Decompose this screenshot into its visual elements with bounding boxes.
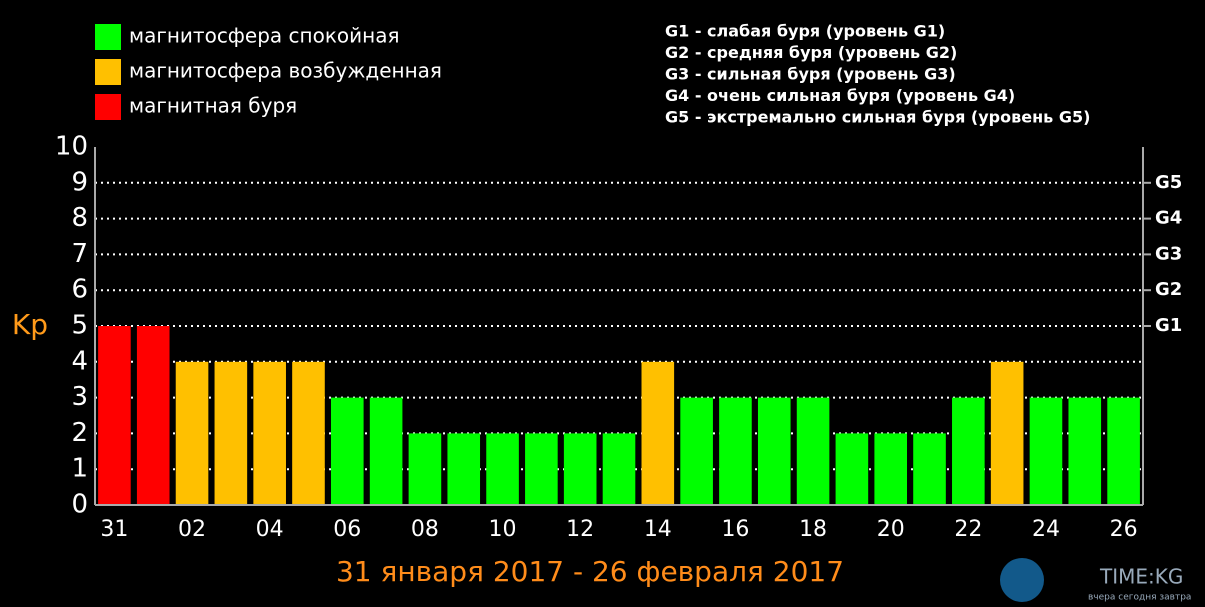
scale-note: G2 - средняя буря (уровень G2)	[665, 43, 957, 62]
bar	[641, 361, 675, 505]
bar	[525, 433, 558, 505]
legend-swatch	[95, 24, 121, 50]
watermark-brand: TIME:KG	[1099, 565, 1183, 589]
bar	[330, 397, 364, 505]
bar	[952, 397, 985, 505]
bar	[369, 397, 403, 505]
bar	[796, 397, 830, 505]
bar	[486, 433, 519, 505]
x-tick-label: 10	[489, 517, 517, 542]
legend-swatch	[95, 59, 121, 85]
x-tick-label: 31	[100, 517, 128, 542]
bar	[913, 433, 946, 505]
bar	[98, 326, 131, 505]
y-tick-label: 10	[55, 132, 88, 162]
x-tick-label: 26	[1110, 517, 1138, 542]
bar	[1068, 397, 1102, 505]
y-tick-label: 7	[71, 239, 88, 269]
y-tick-label: 0	[71, 490, 88, 520]
legend-label: магнитосфера возбужденная	[129, 59, 442, 83]
y-tick-label: 3	[71, 382, 88, 412]
x-tick-label: 24	[1032, 517, 1060, 542]
bar	[253, 361, 286, 505]
y-tick-label: 4	[71, 346, 88, 376]
x-tick-label: 16	[721, 517, 749, 542]
bar	[447, 433, 481, 505]
x-tick-label: 02	[178, 517, 206, 542]
x-tick-label: 08	[411, 517, 439, 542]
bar	[719, 397, 752, 505]
watermark-logo	[1000, 558, 1044, 602]
x-tick-label: 06	[333, 517, 361, 542]
bar	[835, 433, 869, 505]
x-tick-label: 20	[877, 517, 905, 542]
bar	[292, 361, 325, 505]
y2-tick-label: G4	[1155, 208, 1182, 229]
y-tick-label: 1	[71, 454, 88, 484]
bar	[1029, 397, 1063, 505]
bar	[602, 433, 636, 505]
watermark-slogan: вчера сегодня завтра	[1088, 593, 1191, 603]
bar	[136, 326, 170, 505]
legend-label: магнитосфера спокойная	[129, 24, 400, 48]
y-axis-label: Kp	[12, 308, 48, 341]
bar	[214, 361, 248, 505]
scale-note: G1 - слабая буря (уровень G1)	[665, 22, 945, 41]
bar	[1107, 397, 1140, 505]
y-tick-label: 2	[71, 418, 88, 448]
y-tick-label: 9	[71, 167, 88, 197]
legend-label: магнитная буря	[129, 94, 297, 118]
y2-tick-label: G3	[1155, 243, 1182, 264]
y-tick-label: 6	[71, 275, 88, 305]
bar	[175, 361, 209, 505]
legend-swatch	[95, 94, 121, 120]
x-tick-label: 12	[566, 517, 594, 542]
scale-note: G3 - сильная буря (уровень G3)	[665, 65, 956, 84]
y2-tick-label: G1	[1155, 315, 1182, 336]
x-tick-label: 14	[644, 517, 672, 542]
bar	[757, 397, 791, 505]
scale-note: G5 - экстремально сильная буря (уровень …	[665, 108, 1090, 127]
x-tick-label: 04	[256, 517, 284, 542]
y2-tick-label: G2	[1155, 279, 1182, 300]
x-tick-label: 18	[799, 517, 827, 542]
bar	[563, 433, 597, 505]
bar	[874, 433, 908, 505]
y2-tick-label: G5	[1155, 172, 1182, 193]
y-tick-label: 5	[71, 311, 88, 341]
bar	[990, 361, 1024, 505]
bar	[680, 397, 713, 505]
x-axis-title: 31 января 2017 - 26 февраля 2017	[336, 555, 844, 588]
bar	[408, 433, 442, 505]
scale-note: G4 - очень сильная буря (уровень G4)	[665, 86, 1015, 105]
y-tick-label: 8	[71, 203, 88, 233]
x-tick-label: 22	[954, 517, 982, 542]
